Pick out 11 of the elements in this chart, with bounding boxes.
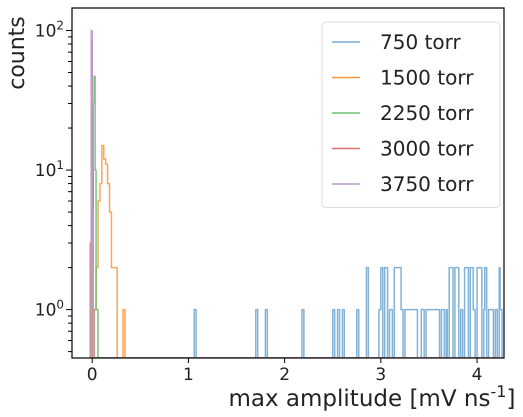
legend-label: 750 torr: [380, 30, 462, 54]
x-tick-label: 0: [86, 365, 98, 385]
x-tick-label: 1: [183, 365, 194, 385]
legend-label: 3000 torr: [380, 136, 474, 160]
legend-label: 2250 torr: [380, 101, 474, 125]
y-tick-label: 10$^{0}$: [34, 298, 64, 321]
y-tick-label: 10$^{2}$: [34, 18, 64, 42]
y-tick-label: 10$^{1}$: [34, 158, 64, 182]
legend-label: 3750 torr: [380, 172, 474, 196]
legend-label: 1500 torr: [380, 66, 474, 90]
y-axis-title: counts: [5, 16, 30, 90]
